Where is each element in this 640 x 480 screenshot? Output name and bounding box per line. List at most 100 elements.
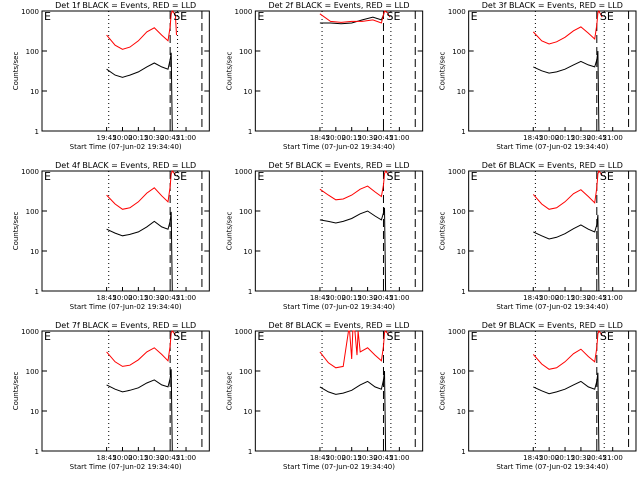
det-5-plot-frame: [254, 170, 424, 292]
det-3-xtick-label: 20:45: [587, 134, 607, 142]
det-8-xtick-label: 20:30: [357, 454, 377, 462]
det-5-xtick-label: 18:45: [310, 294, 330, 302]
det-2-annotation-se: SE: [387, 10, 401, 23]
det-2-ytick-label: 10: [243, 88, 252, 96]
det-8-xtick-label: 21:00: [389, 454, 409, 462]
det-7-plot-frame: [41, 330, 210, 452]
det-9-y-axis-label: Counts/sec: [439, 372, 447, 411]
det-7-ytick-label: 1000: [21, 328, 39, 336]
det-2-plot-frame: [254, 10, 424, 132]
det-9-events-series-line: [533, 372, 600, 452]
det-7-y-axis-label: Counts/sec: [12, 372, 20, 411]
det-6-xtick-label: 20:15: [555, 294, 575, 302]
det-9-xtick-label: 20:30: [571, 454, 591, 462]
det-5-ytick-label: 1000: [235, 168, 253, 176]
det-2-annotation-e: E: [257, 10, 264, 23]
det-3-events-series-line: [533, 50, 600, 132]
det-9-annotation-se: SE: [600, 330, 614, 343]
det-3-plot-frame: [468, 10, 637, 132]
det-8-title: Det 8f BLACK = Events, RED = LLD: [268, 321, 409, 330]
det-7-xtick-label: 18:45: [97, 454, 117, 462]
det-3-ytick-label: 100: [452, 48, 465, 56]
det-6-ytick-label: 10: [457, 248, 466, 256]
det-5-xtick-label: 20:00: [326, 294, 346, 302]
det-6-ytick-label: 100: [452, 208, 465, 216]
det-5-y-axis-label: Counts/sec: [225, 212, 233, 251]
det-8-ytick-label: 1000: [235, 328, 253, 336]
det-6-xtick-label: 21:00: [603, 294, 623, 302]
det-4-annotation-e: E: [44, 170, 51, 183]
det-6-ytick-label: 1: [461, 288, 465, 296]
det-2-lld-series-line: [319, 10, 391, 24]
det-3-xtick-label: 20:00: [539, 134, 559, 142]
det-9-xtick-label: 20:45: [587, 454, 607, 462]
det-7-lld-series-line: [106, 330, 176, 367]
det-5-x-axis-label: Start Time (07-Jun-02 19:34:40): [283, 303, 395, 311]
det-5-ytick-label: 1: [248, 288, 252, 296]
det-5-lld-series-line: [319, 170, 390, 201]
det-7-xtick-label: 20:30: [144, 454, 164, 462]
det-7-annotation-e: E: [44, 330, 51, 343]
det-6-events-series-line: [533, 214, 600, 292]
det-8-x-axis-label: Start Time (07-Jun-02 19:34:40): [283, 463, 395, 471]
det-6-annotation-e: E: [471, 170, 478, 183]
det-4-xtick-label: 20:30: [144, 294, 164, 302]
det-7-ytick-label: 1: [35, 448, 39, 456]
det-7-xtick-label: 20:15: [128, 454, 148, 462]
det-6-xtick-label: 18:45: [523, 294, 543, 302]
det-6-plot-frame: [468, 170, 637, 292]
det-9-ytick-label: 1000: [448, 328, 466, 336]
det-1-annotation-e: E: [44, 10, 51, 23]
det-4-xtick-label: 21:00: [176, 294, 196, 302]
det-1-title: Det 1f BLACK = Events, RED = LLD: [55, 1, 196, 10]
det-9-xtick-label: 18:45: [523, 454, 543, 462]
det-9-ytick-label: 1: [461, 448, 465, 456]
det-1-events-series-line: [106, 52, 173, 132]
det-1-ytick-label: 1: [35, 128, 39, 136]
det-8-ytick-label: 1: [248, 448, 252, 456]
det-4-xtick-label: 18:45: [97, 294, 117, 302]
det-3-y-axis-label: Counts/sec: [439, 52, 447, 91]
det-4-lld-series-line: [106, 170, 176, 210]
det-2-xtick-label: 20:00: [326, 134, 346, 142]
det-7-xtick-label: 21:00: [176, 454, 196, 462]
det-4-annotation-se: SE: [173, 170, 187, 183]
det-4-title: Det 4f BLACK = Events, RED = LLD: [55, 161, 196, 170]
det-9-plot-frame: [468, 330, 637, 452]
det-2-ytick-label: 100: [239, 48, 252, 56]
det-7-ytick-label: 10: [30, 408, 39, 416]
det-8-ytick-label: 100: [239, 368, 252, 376]
det-4-xtick-label: 20:45: [160, 294, 180, 302]
det-1-ytick-label: 100: [26, 48, 39, 56]
det-9-x-axis-label: Start Time (07-Jun-02 19:34:40): [496, 463, 608, 471]
det-2-title: Det 2f BLACK = Events, RED = LLD: [268, 1, 409, 10]
det-3-xtick-label: 20:15: [555, 134, 575, 142]
det-3-lld-series-line: [532, 9, 603, 45]
det-5-events-series-line: [319, 207, 387, 292]
det-8-xtick-label: 20:00: [326, 454, 346, 462]
det-1-xtick-label: 21:00: [176, 134, 196, 142]
det-9-title: Det 9f BLACK = Events, RED = LLD: [482, 321, 623, 330]
det-3-xtick-label: 18:45: [523, 134, 543, 142]
det-1-x-axis-label: Start Time (07-Jun-02 19:34:40): [70, 143, 182, 151]
det-8-xtick-label: 18:45: [310, 454, 330, 462]
det-7-annotation-se: SE: [173, 330, 187, 343]
det-1-annotation-se: SE: [173, 10, 187, 23]
det-8-y-axis-label: Counts/sec: [225, 372, 233, 411]
det-2-xtick-label: 20:30: [357, 134, 377, 142]
det-3-title: Det 3f BLACK = Events, RED = LLD: [482, 1, 623, 10]
det-3-xtick-label: 20:30: [571, 134, 591, 142]
det-7-title: Det 7f BLACK = Events, RED = LLD: [55, 321, 196, 330]
det-6-lld-series-line: [532, 169, 603, 210]
det-1-y-axis-label: Counts/sec: [12, 52, 20, 91]
det-3-x-axis-label: Start Time (07-Jun-02 19:34:40): [496, 143, 608, 151]
det-5-annotation-e: E: [257, 170, 264, 183]
det-1-xtick-label: 20:00: [112, 134, 132, 142]
det-6-title: Det 6f BLACK = Events, RED = LLD: [482, 161, 623, 170]
det-6-xtick-label: 20:30: [571, 294, 591, 302]
det-4-ytick-label: 100: [26, 208, 39, 216]
det-1-xtick-label: 20:15: [128, 134, 148, 142]
det-3-annotation-e: E: [471, 10, 478, 23]
det-3-ytick-label: 10: [457, 88, 466, 96]
